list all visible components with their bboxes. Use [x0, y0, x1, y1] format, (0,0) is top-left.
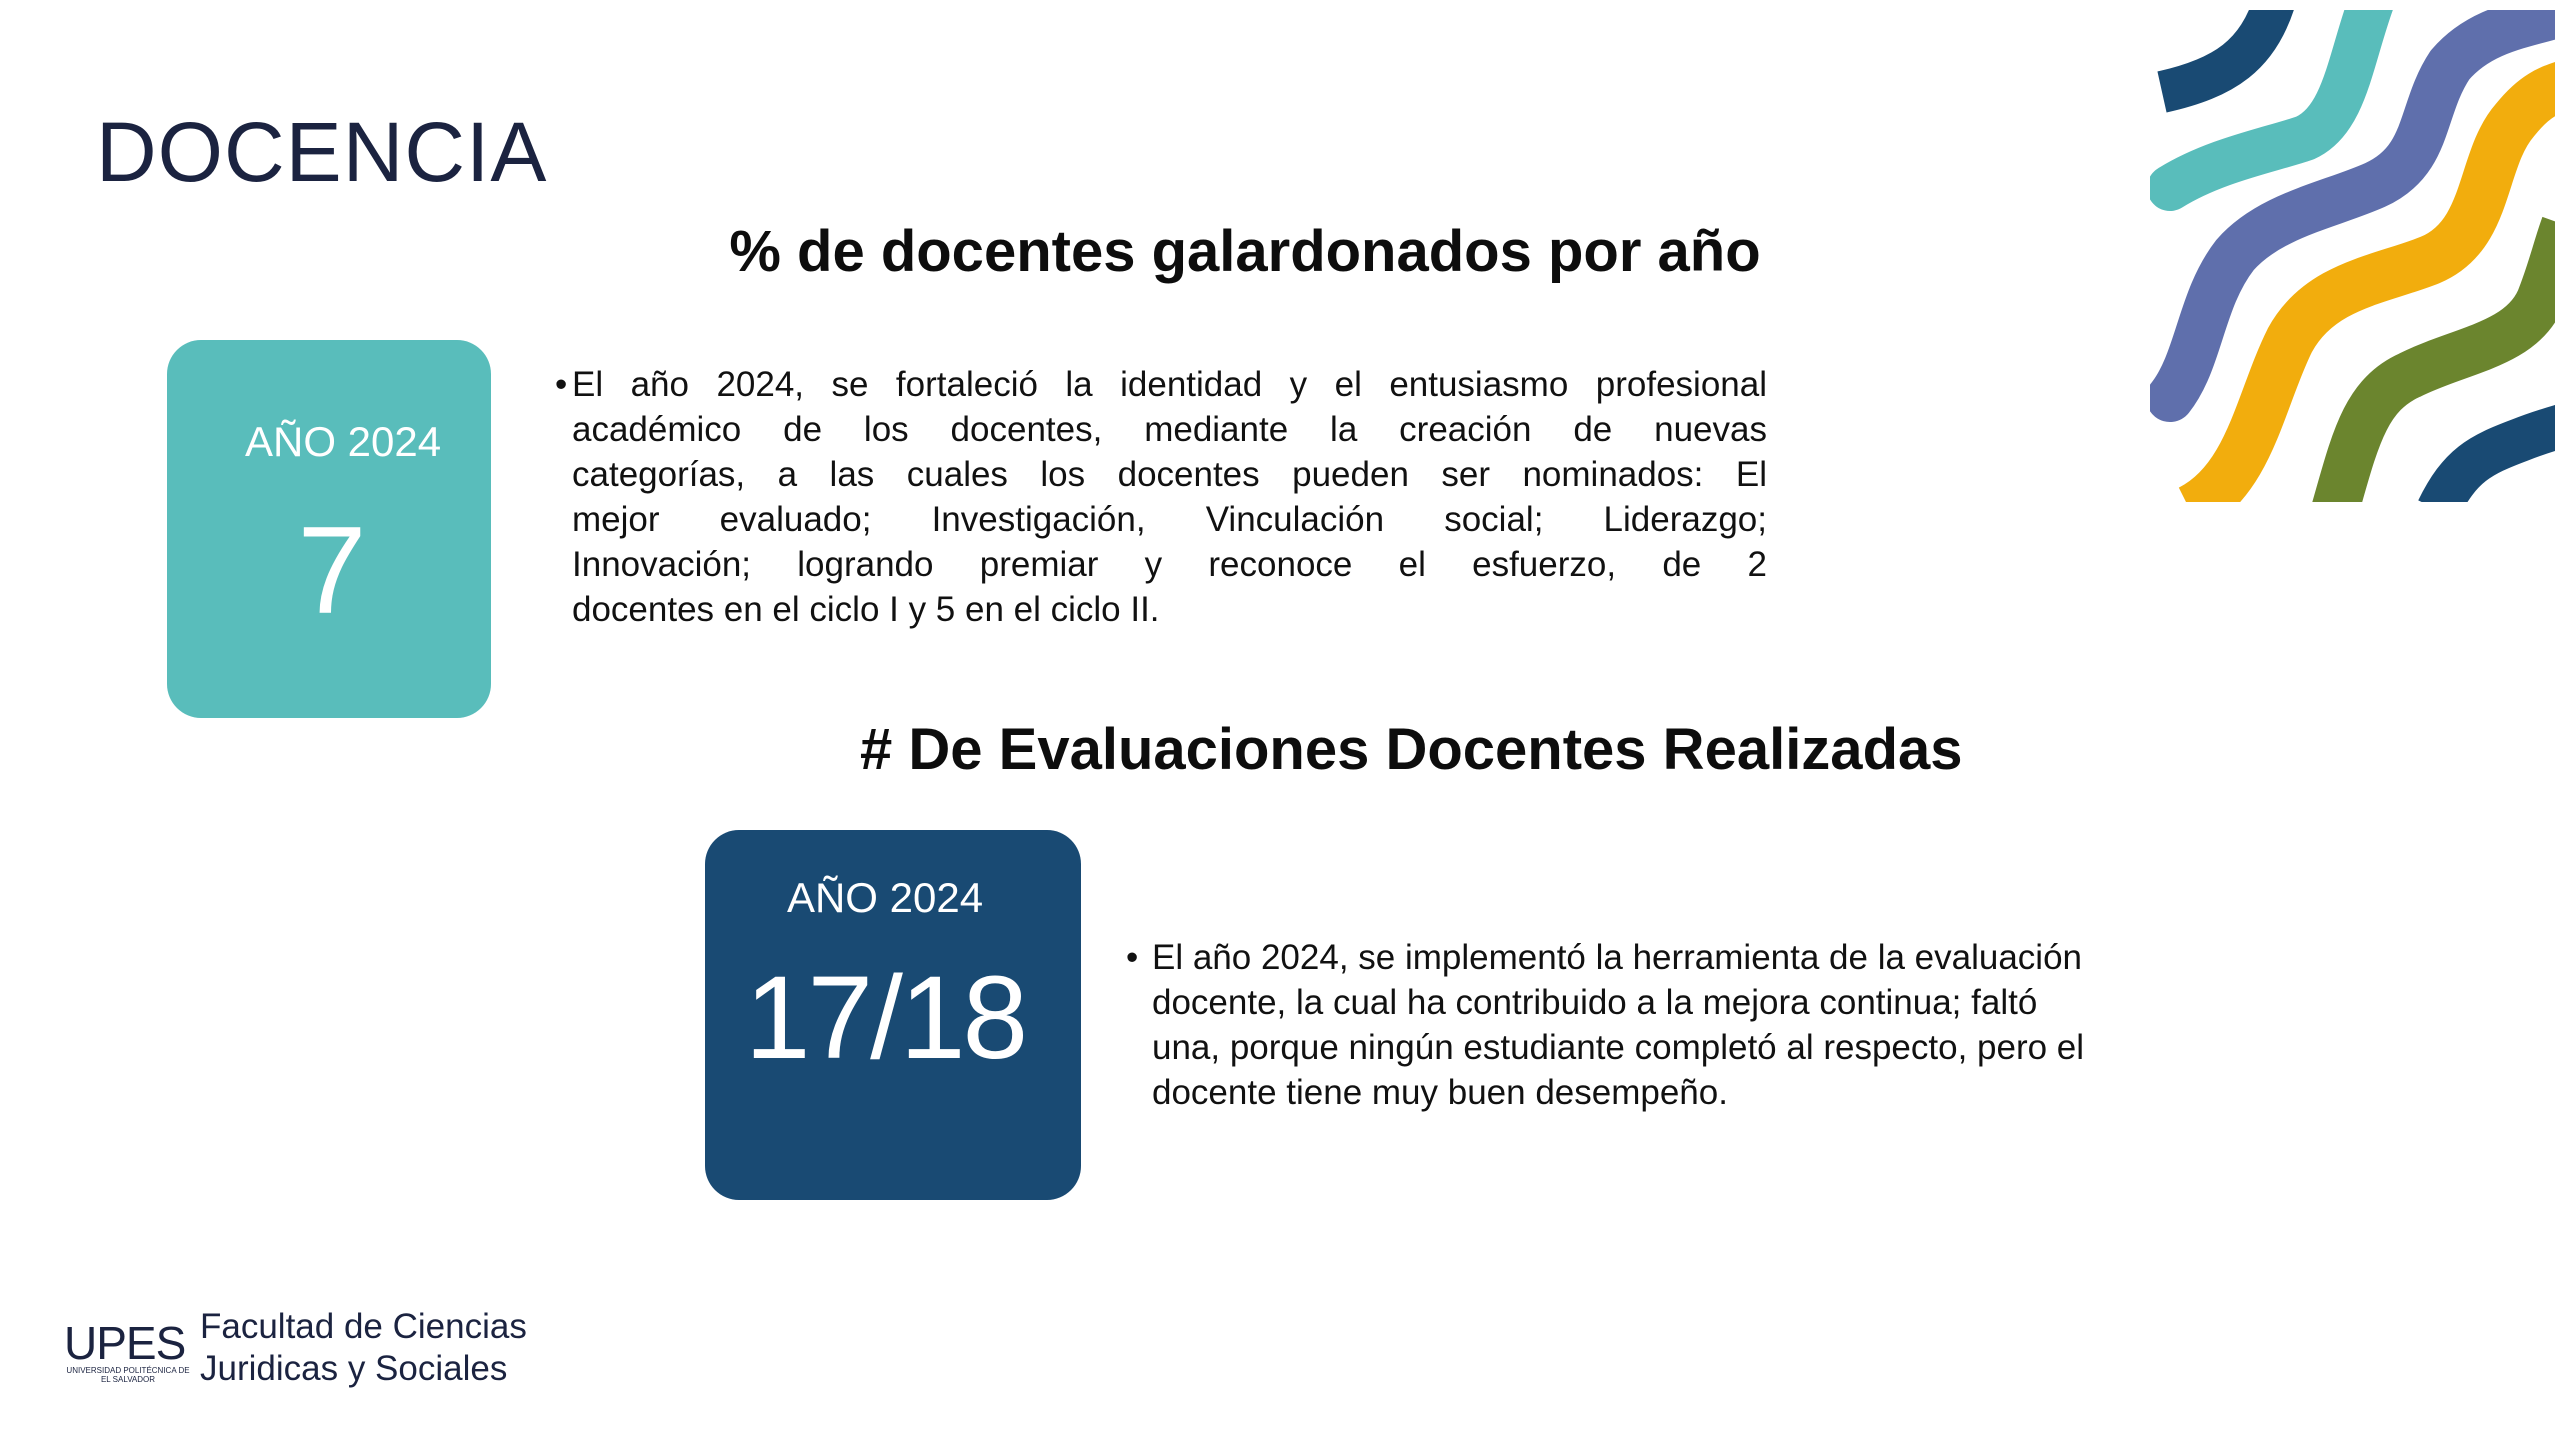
- text-line: El año 2024, se fortaleció la identidad …: [572, 365, 1767, 404]
- stripe-navy-top: [2157, 10, 2294, 113]
- stripe-green: [2312, 216, 2555, 502]
- stat-card-value: 17/18: [744, 952, 1028, 1084]
- awards-stat-card: AÑO 2024 7: [167, 340, 491, 718]
- upes-logo: UPES UNIVERSIDAD POLITÉCNICA DE EL SALVA…: [64, 1320, 192, 1390]
- stat-card-value: 7: [297, 502, 367, 640]
- faculty-line-2: Juridicas y Sociales: [200, 1349, 508, 1388]
- text-line: mejor evaluado; Investigación, Vinculaci…: [572, 500, 1767, 539]
- evaluations-description: • El año 2024, se implementó la herramie…: [1126, 935, 2326, 1115]
- faculty-name: Facultad de Ciencias Juridicas y Sociale…: [200, 1306, 527, 1390]
- text-line: académico de los docentes, mediante la c…: [572, 410, 1767, 449]
- faculty-line-1: Facultad de Ciencias: [200, 1307, 527, 1346]
- awards-description: • El año 2024, se fortaleció la identida…: [555, 362, 1767, 632]
- logo-subtitle: UNIVERSIDAD POLITÉCNICA DE EL SALVADOR: [66, 1366, 190, 1384]
- text-line: una, porque ningún estudiante completó a…: [1152, 1028, 2085, 1067]
- bullet-icon: •: [555, 365, 568, 404]
- text-line: docente tiene muy buen desempeño.: [1152, 1073, 1728, 1112]
- stripe-navy-bottom: [2418, 405, 2555, 502]
- stripe-purple: [2150, 10, 2555, 422]
- stat-card-year: AÑO 2024: [245, 418, 442, 465]
- section-heading-awards: % de docentes galardonados por año: [729, 219, 1761, 284]
- logo-wordmark: UPES: [64, 1317, 186, 1369]
- stat-card-year: AÑO 2024: [786, 874, 984, 921]
- stripe-yellow: [2177, 61, 2555, 502]
- text-line: Innovación; logrando premiar y reconoce …: [572, 545, 1767, 584]
- evaluations-stat-card: AÑO 2024 17/18: [705, 830, 1081, 1200]
- text-line: El año 2024, se implementó la herramient…: [1152, 938, 2083, 977]
- text-line: categorías, a las cuales los docentes pu…: [572, 455, 1767, 494]
- text-line: docentes en el ciclo I y 5 en el ciclo I…: [572, 590, 1160, 629]
- section-heading-evaluations: # De Evaluaciones Docentes Realizadas: [860, 717, 1963, 782]
- bullet-icon: •: [1126, 938, 1139, 977]
- text-line: docente, la cual ha contribuido a la mej…: [1152, 983, 2038, 1022]
- page-title: DOCENCIA: [96, 105, 548, 199]
- stripe-teal: [2150, 10, 2393, 211]
